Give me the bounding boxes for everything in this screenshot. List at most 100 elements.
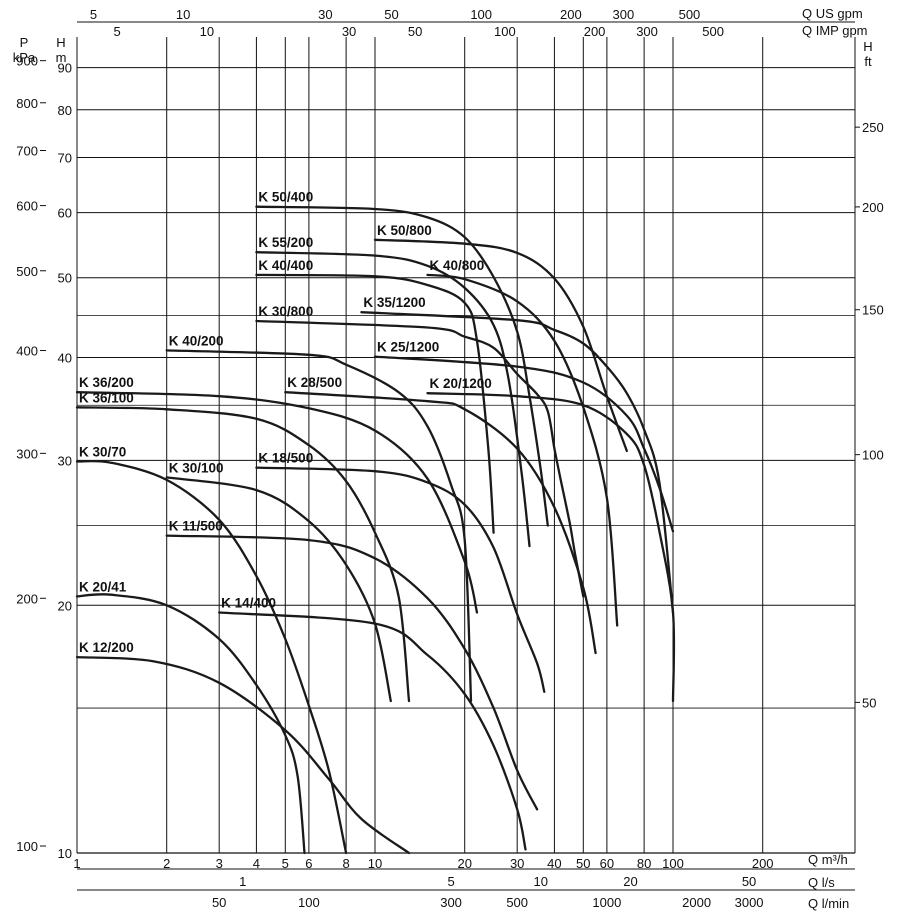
q-usgpm-tick: 500	[679, 7, 701, 22]
curve-k-36-100	[75, 406, 411, 703]
curve-layer	[75, 205, 676, 855]
curve-k-20-41	[75, 593, 306, 855]
h-axis-unit: m	[56, 50, 67, 65]
q-lmin-axis-label: Q l/min	[808, 896, 849, 911]
q-m3h-tick: 1	[73, 856, 80, 871]
q-m3h-tick: 3	[216, 856, 223, 871]
curve-k-18-500	[255, 466, 546, 693]
p-axis-symbol: P	[20, 35, 29, 50]
q-lmin-tick: 1000	[592, 895, 621, 910]
q-usgpm-tick: 100	[470, 7, 492, 22]
q-lmin-tick: 3000	[735, 895, 764, 910]
curve-label: K 40/800	[429, 258, 484, 273]
q-lmin-tick: 300	[440, 895, 462, 910]
q-ls-tick: 5	[447, 874, 454, 889]
curve-k-40-200	[165, 349, 473, 703]
q-lmin-tick: 500	[506, 895, 528, 910]
p-axis-unit: kPa	[13, 50, 36, 65]
h-axis-symbol: H	[56, 35, 65, 50]
q-impgpm-axis-label: Q IMP gpm	[802, 23, 868, 38]
curve-k-55-200	[255, 251, 531, 548]
axis-layer: Q m³/h Q l/s Q l/min Q US gpm Q IMP gpm …	[13, 6, 884, 911]
p-kpa-tick: 200	[16, 591, 38, 606]
q-m3h-tick: 80	[637, 856, 651, 871]
curve-k-28-500	[284, 391, 597, 655]
q-ls-axis-label: Q l/s	[808, 875, 835, 890]
h-m-tick: 50	[58, 271, 72, 286]
p-kpa-tick: 400	[16, 344, 38, 359]
curve-label: K 20/41	[79, 579, 127, 594]
q-impgpm-tick: 30	[342, 24, 356, 39]
p-kpa-tick: 500	[16, 264, 38, 279]
q-lmin-tick: 50	[212, 895, 226, 910]
curve-k-30-100	[165, 476, 392, 703]
curve-k-50-400	[255, 205, 549, 527]
h-m-tick: 70	[58, 150, 72, 165]
curve-k-30-800	[255, 319, 585, 598]
curve-k-14-400	[218, 611, 527, 851]
q-impgpm-tick: 300	[636, 24, 658, 39]
hft-axis-symbol: H	[863, 39, 872, 54]
curve-label: K 50/800	[377, 223, 432, 238]
curve-label: K 11/500	[169, 519, 223, 534]
curve-label-layer: K 12/200 K 20/41 K 30/70 K 14/400 K 30/100 K …	[79, 190, 492, 655]
h-m-tick: 80	[58, 103, 72, 118]
q-impgpm-tick: 500	[702, 24, 724, 39]
curve-label: K 30/100	[169, 460, 224, 475]
p-kpa-tick: 700	[16, 144, 38, 159]
q-impgpm-tick: 10	[200, 24, 214, 39]
q-m3h-tick: 30	[510, 856, 524, 871]
p-kpa-tick: 300	[16, 446, 38, 461]
q-impgpm-tick: 200	[584, 24, 606, 39]
q-usgpm-tick: 10	[176, 7, 190, 22]
h-ft-tick: 150	[862, 303, 884, 318]
q-impgpm-tick: 100	[494, 24, 516, 39]
q-m3h-tick: 50	[576, 856, 590, 871]
q-m3h-tick: 10	[368, 856, 382, 871]
curve-label: K 55/200	[258, 235, 313, 250]
h-m-tick: 60	[58, 206, 72, 221]
curve-label: K 40/200	[169, 333, 224, 348]
curve-label: K 36/200	[79, 375, 134, 390]
p-kpa-tick: 900	[16, 54, 38, 69]
q-m3h-tick: 60	[600, 856, 614, 871]
p-kpa-tick: 800	[16, 96, 38, 111]
q-usgpm-tick: 50	[384, 7, 398, 22]
q-ls-tick: 10	[534, 874, 548, 889]
hft-axis-unit: ft	[864, 54, 872, 69]
p-kpa-tick: 600	[16, 199, 38, 214]
curve-label: K 36/100	[79, 390, 134, 405]
curve-label: K 18/500	[258, 451, 313, 466]
curve-label: K 35/1200	[363, 295, 425, 310]
q-m3h-tick: 2	[163, 856, 170, 871]
h-m-tick: 90	[58, 61, 72, 76]
q-m3h-tick: 4	[253, 856, 260, 871]
curve-label: K 12/200	[79, 640, 134, 655]
q-m3h-tick: 100	[662, 856, 684, 871]
curve-label: K 30/70	[79, 445, 126, 460]
h-ft-tick: 50	[862, 695, 876, 710]
curve-label: K 14/400	[221, 595, 276, 610]
curve-k-40-400	[255, 273, 495, 534]
p-kpa-tick: 100	[16, 839, 38, 854]
q-ls-tick: 1	[239, 874, 246, 889]
q-m3h-tick: 5	[282, 856, 289, 871]
curve-label: K 25/1200	[377, 340, 439, 355]
h-ft-tick: 200	[862, 200, 884, 215]
q-usgpm-tick: 30	[318, 7, 332, 22]
grid-layer	[76, 21, 856, 891]
curve-label: K 30/800	[258, 304, 313, 319]
h-m-tick: 30	[58, 453, 72, 468]
q-m3h-tick: 20	[457, 856, 471, 871]
curve-label: K 20/1200	[429, 376, 491, 391]
curve-k-50-800	[373, 238, 628, 453]
q-impgpm-tick: 50	[408, 24, 422, 39]
q-m3h-axis-label: Q m³/h	[808, 852, 848, 867]
curve-k-12-200	[75, 655, 411, 855]
curve-k-40-800	[426, 273, 619, 627]
q-lmin-tick: 100	[298, 895, 320, 910]
q-ls-tick: 50	[742, 874, 756, 889]
q-lmin-tick: 2000	[682, 895, 711, 910]
q-ls-tick: 20	[623, 874, 637, 889]
